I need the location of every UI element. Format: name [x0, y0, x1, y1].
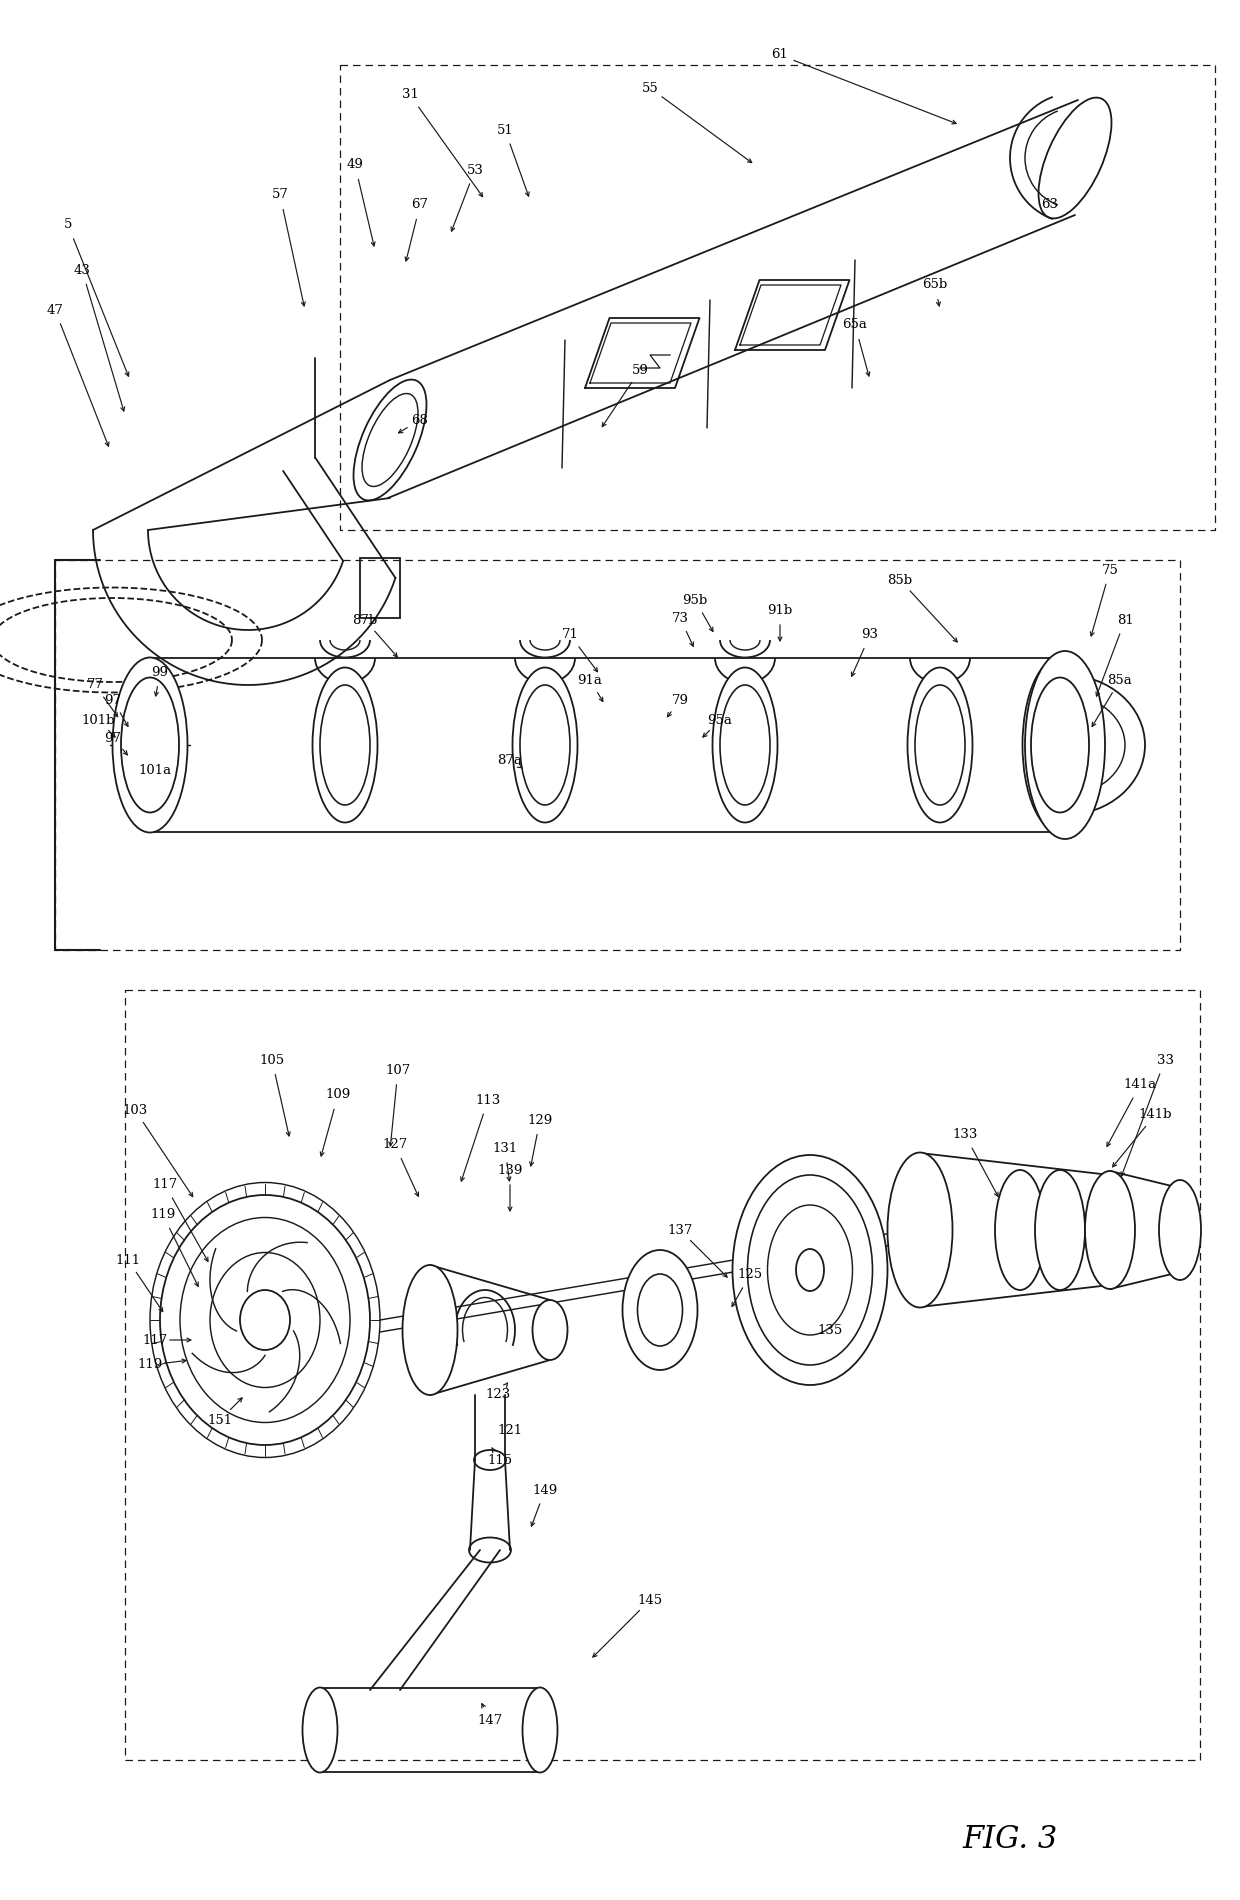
Text: 115: 115	[487, 1454, 512, 1467]
Ellipse shape	[303, 1687, 337, 1773]
Text: 129: 129	[527, 1113, 553, 1127]
Text: 145: 145	[637, 1594, 662, 1607]
Text: 67: 67	[412, 198, 429, 211]
Text: 31: 31	[402, 89, 418, 101]
Ellipse shape	[312, 667, 377, 823]
Text: 137: 137	[667, 1224, 693, 1237]
Text: 43: 43	[73, 264, 91, 277]
Text: 85a: 85a	[1107, 673, 1132, 686]
Ellipse shape	[994, 1170, 1045, 1290]
Text: 105: 105	[259, 1053, 284, 1066]
Text: 71: 71	[562, 629, 578, 642]
Text: 95a: 95a	[708, 714, 733, 726]
Ellipse shape	[113, 657, 187, 832]
Text: 63: 63	[1042, 198, 1059, 211]
Text: 87b: 87b	[352, 614, 378, 627]
Text: 65a: 65a	[842, 319, 868, 331]
Text: 101b: 101b	[82, 714, 115, 726]
Text: 53: 53	[466, 163, 484, 177]
Text: 65b: 65b	[923, 279, 947, 291]
Text: 139: 139	[497, 1163, 523, 1176]
Text: 113: 113	[475, 1094, 501, 1106]
Text: 91a: 91a	[578, 673, 603, 686]
Ellipse shape	[1159, 1180, 1202, 1281]
Text: 5: 5	[63, 218, 72, 232]
Bar	[361, 559, 401, 618]
Ellipse shape	[403, 1265, 458, 1395]
Ellipse shape	[733, 1155, 888, 1385]
Text: 151: 151	[207, 1414, 233, 1427]
Text: 75: 75	[1101, 564, 1118, 576]
Text: 51: 51	[497, 124, 513, 137]
Text: 97: 97	[104, 694, 122, 707]
Text: 101a: 101a	[139, 764, 171, 777]
Ellipse shape	[622, 1250, 697, 1370]
Text: 117: 117	[153, 1178, 177, 1191]
Text: 61: 61	[771, 49, 789, 61]
Ellipse shape	[522, 1687, 558, 1773]
Ellipse shape	[1085, 1170, 1135, 1288]
Text: 125: 125	[738, 1269, 763, 1281]
Text: 49: 49	[346, 158, 363, 171]
Ellipse shape	[888, 1153, 952, 1307]
Text: 131: 131	[492, 1142, 517, 1155]
Text: 119: 119	[138, 1358, 162, 1372]
Text: 123: 123	[485, 1389, 511, 1402]
Text: 47: 47	[47, 304, 63, 317]
Text: 73: 73	[672, 612, 688, 625]
Text: 147: 147	[477, 1714, 502, 1727]
Text: 117: 117	[143, 1334, 167, 1347]
Text: 81: 81	[1117, 614, 1133, 627]
Text: 133: 133	[952, 1129, 977, 1142]
Ellipse shape	[908, 667, 972, 823]
Text: 93: 93	[862, 629, 878, 642]
Text: 87a: 87a	[497, 754, 522, 766]
Ellipse shape	[1023, 657, 1097, 832]
Text: 141b: 141b	[1138, 1108, 1172, 1121]
Text: 77: 77	[87, 678, 103, 692]
Text: 107: 107	[386, 1064, 410, 1077]
Text: 127: 127	[382, 1138, 408, 1151]
Text: 141a: 141a	[1123, 1079, 1157, 1091]
Text: 149: 149	[532, 1484, 558, 1497]
Text: 91b: 91b	[768, 604, 792, 616]
Text: 103: 103	[123, 1104, 148, 1117]
Ellipse shape	[532, 1300, 568, 1360]
Text: 68: 68	[412, 414, 429, 426]
Ellipse shape	[1025, 652, 1105, 840]
Text: 99: 99	[151, 665, 169, 678]
Text: 59: 59	[631, 363, 649, 376]
Text: 109: 109	[325, 1089, 351, 1102]
Text: 119: 119	[150, 1208, 176, 1222]
Text: 121: 121	[497, 1423, 522, 1436]
Text: 55: 55	[641, 82, 658, 95]
Ellipse shape	[160, 1195, 370, 1446]
Text: 97: 97	[104, 732, 122, 745]
Ellipse shape	[1035, 1170, 1085, 1290]
Ellipse shape	[512, 667, 578, 823]
Text: 85b: 85b	[888, 574, 913, 587]
Text: 33: 33	[1157, 1053, 1173, 1066]
Text: 111: 111	[115, 1254, 140, 1267]
Text: FIG. 3: FIG. 3	[962, 1824, 1058, 1856]
Text: 95b: 95b	[682, 593, 708, 606]
Text: 57: 57	[272, 188, 289, 201]
Text: 79: 79	[672, 694, 688, 707]
Text: 135: 135	[817, 1324, 843, 1336]
Ellipse shape	[713, 667, 777, 823]
